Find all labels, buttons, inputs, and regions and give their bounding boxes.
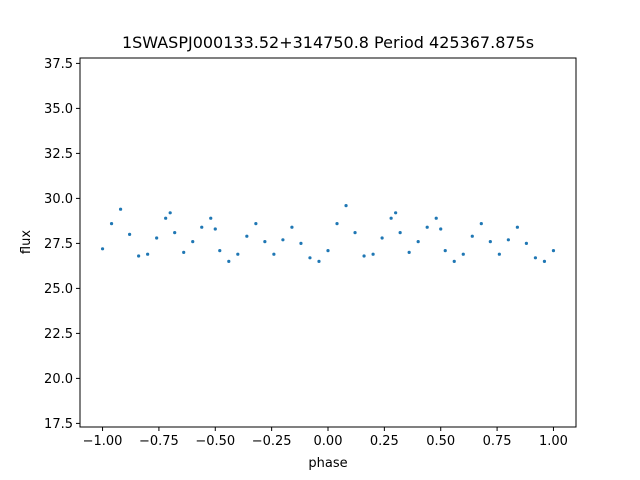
- data-point: [137, 254, 141, 258]
- data-point: [452, 259, 456, 263]
- x-tick-label: 0.25: [370, 434, 399, 449]
- data-point: [407, 250, 411, 254]
- data-point: [308, 256, 312, 260]
- data-point: [245, 234, 249, 238]
- data-point: [479, 222, 483, 226]
- chart-title: 1SWASPJ000133.52+314750.8 Period 425367.…: [122, 33, 534, 52]
- data-point: [209, 216, 213, 220]
- y-tick-label: 32.5: [44, 147, 73, 162]
- data-point: [362, 254, 366, 258]
- y-tick-label: 17.5: [44, 417, 73, 432]
- x-tick-label: −0.25: [252, 434, 292, 449]
- data-point: [263, 240, 267, 244]
- x-axis-label: phase: [308, 456, 347, 471]
- data-point: [168, 211, 172, 215]
- x-axis: −1.00 −0.75 −0.50 −0.25 0.00 0.25 0.50 0.75 1.00: [83, 427, 568, 449]
- data-point: [155, 236, 159, 240]
- data-point: [254, 222, 258, 226]
- data-point: [326, 249, 330, 253]
- data-point: [281, 238, 285, 242]
- data-point: [227, 259, 231, 263]
- data-point: [461, 252, 465, 256]
- data-point: [191, 240, 195, 244]
- data-point: [164, 216, 168, 220]
- data-point: [515, 225, 519, 229]
- data-point: [416, 240, 420, 244]
- y-tick-label: 27.5: [44, 237, 73, 252]
- data-point: [497, 252, 501, 256]
- data-point: [100, 247, 105, 251]
- data-point: [542, 259, 547, 263]
- x-tick-label: −1.00: [83, 434, 123, 449]
- data-point: [506, 238, 510, 242]
- data-point: [299, 241, 303, 245]
- y-tick-label: 30.0: [44, 192, 73, 207]
- data-point: [398, 231, 402, 235]
- data-point: [344, 204, 348, 208]
- data-point: [317, 259, 321, 263]
- data-point: [394, 211, 398, 215]
- data-point: [533, 256, 538, 260]
- x-tick-label: 0.50: [426, 434, 455, 449]
- data-point: [200, 225, 204, 229]
- data-point: [218, 249, 222, 253]
- data-point: [146, 252, 150, 256]
- x-tick-label: −0.50: [195, 434, 235, 449]
- data-point: [551, 249, 556, 253]
- y-axis-label: flux: [19, 230, 34, 254]
- x-tick-label: 0.75: [483, 434, 512, 449]
- data-point: [371, 252, 375, 256]
- data-point: [488, 240, 492, 244]
- data-point: [439, 227, 443, 231]
- data-point: [182, 250, 186, 254]
- x-tick-label: 0.00: [314, 434, 343, 449]
- data-point: [353, 231, 357, 235]
- data-point: [272, 252, 276, 256]
- y-tick-label: 25.0: [44, 282, 73, 297]
- y-tick-label: 37.5: [44, 57, 73, 72]
- data-point: [524, 241, 529, 245]
- y-axis: 17.5 20.0 22.5 25.0 27.5 30.0 32.5 35.0 37.5: [44, 57, 80, 432]
- x-tick-label: 1.00: [539, 434, 568, 449]
- y-tick-label: 35.0: [44, 102, 73, 117]
- data-point: [236, 252, 240, 256]
- data-point: [335, 222, 339, 226]
- data-point: [389, 216, 393, 220]
- y-tick-label: 20.0: [44, 372, 73, 387]
- data-point: [434, 216, 438, 220]
- data-point: [380, 236, 384, 240]
- data-point: [109, 222, 114, 226]
- data-point: [128, 232, 132, 236]
- data-point: [470, 234, 474, 238]
- x-tick-label: −0.75: [139, 434, 179, 449]
- data-point: [173, 231, 177, 235]
- data-point: [290, 225, 294, 229]
- y-tick-label: 22.5: [44, 327, 73, 342]
- data-point: [425, 225, 429, 229]
- data-points: [100, 204, 556, 263]
- data-point: [118, 207, 123, 211]
- data-point: [443, 249, 447, 253]
- data-point: [213, 227, 217, 231]
